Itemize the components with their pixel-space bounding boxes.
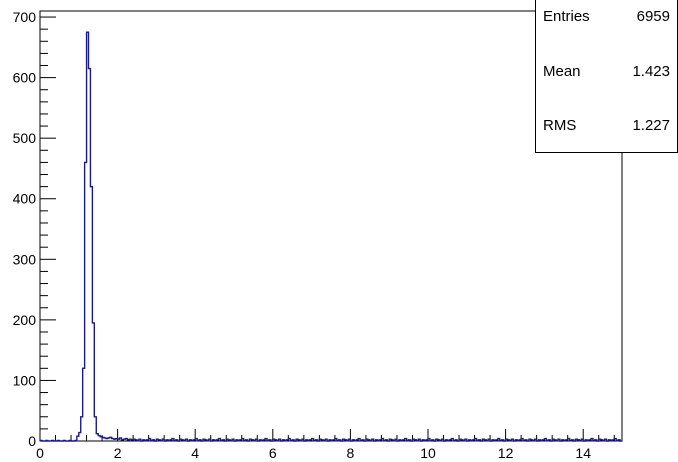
x-tick-label: 8 bbox=[347, 445, 355, 461]
y-tick-label: 400 bbox=[13, 191, 37, 207]
stats-rms-row: RMS 1.227 bbox=[543, 117, 670, 137]
stats-mean-value: 1.423 bbox=[632, 63, 670, 80]
y-axis-ticks: 0 100 200 300 400 500 600 700 bbox=[13, 9, 56, 449]
x-tick-label: 14 bbox=[575, 445, 591, 461]
y-tick-label: 300 bbox=[13, 251, 37, 267]
x-axis-ticks: 0 2 4 6 8 10 12 14 bbox=[36, 429, 615, 461]
x-tick-label: 12 bbox=[498, 445, 514, 461]
y-tick-label: 200 bbox=[13, 312, 37, 328]
stats-box: Entries 6959 Mean 1.423 RMS 1.227 bbox=[535, 0, 678, 153]
y-tick-label: 600 bbox=[13, 70, 37, 86]
stats-entries-value: 6959 bbox=[636, 8, 670, 25]
y-tick-label: 0 bbox=[28, 433, 36, 449]
x-tick-label: 2 bbox=[114, 445, 122, 461]
stats-entries-label: Entries bbox=[543, 8, 590, 25]
x-tick-label: 10 bbox=[420, 445, 436, 461]
stats-rms-label: RMS bbox=[543, 117, 577, 134]
x-tick-label: 4 bbox=[191, 445, 199, 461]
stats-rms-value: 1.227 bbox=[632, 117, 670, 134]
y-tick-label: 100 bbox=[13, 372, 37, 388]
stats-entries-row: Entries 6959 bbox=[543, 8, 670, 28]
x-tick-label: 6 bbox=[269, 445, 277, 461]
stats-mean-label: Mean bbox=[543, 63, 581, 80]
stats-mean-row: Mean 1.423 bbox=[543, 63, 670, 83]
y-tick-label: 500 bbox=[13, 130, 37, 146]
x-tick-label: 0 bbox=[36, 445, 44, 461]
y-tick-label: 700 bbox=[13, 9, 37, 25]
histogram-line bbox=[40, 31, 622, 442]
